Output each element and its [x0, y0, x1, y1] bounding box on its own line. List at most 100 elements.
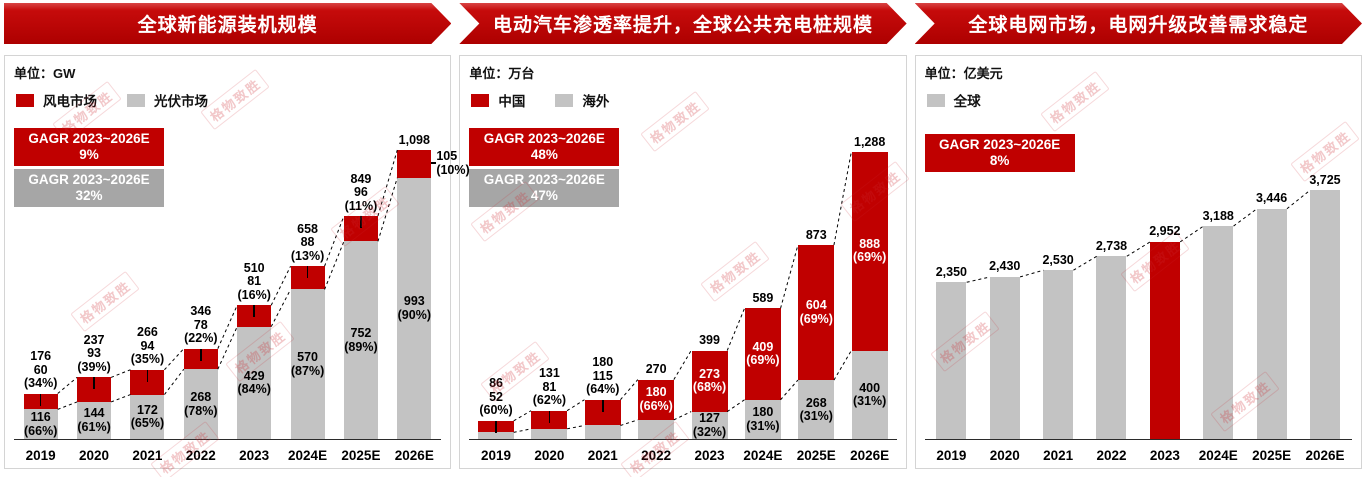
- x-axis-label: 2025E: [341, 448, 381, 463]
- bar-segment-光伏市场: [237, 326, 272, 440]
- bar-gray-value-label: 570 (87%): [290, 350, 325, 378]
- unit-label: 单位：亿美元: [924, 66, 1003, 81]
- legend-item-pv: 光伏市场: [127, 90, 208, 110]
- bar-2024E: [1203, 226, 1234, 440]
- x-axis-line: [469, 438, 897, 440]
- x-axis-label: 2021: [587, 448, 618, 463]
- bar-total-label: 346 78 (22%): [184, 304, 218, 346]
- banner-charging: 电动汽车渗透率提升，全球公共充电桩规模: [459, 3, 906, 44]
- bar-total-label: 589: [752, 290, 774, 305]
- x-axis-label: 2021: [1043, 448, 1074, 463]
- bar-segment-光伏市场: [130, 394, 165, 440]
- bar-segment-中国: [638, 379, 675, 420]
- bar-total-label: 3,188: [1202, 208, 1234, 223]
- label-leader-tick: [93, 377, 95, 390]
- legend-swatch-gray: [926, 93, 945, 107]
- bar-gray-value-label: 127 (32%): [692, 411, 727, 439]
- bar-2025E: [1256, 208, 1287, 440]
- x-axis-line: [14, 438, 442, 440]
- bar-red-value-label: 180 (66%): [639, 385, 673, 413]
- legend-item-china: 中国: [471, 90, 525, 110]
- bar-segment-光伏市场: [343, 241, 378, 440]
- legend-item-overseas: 海外: [555, 90, 609, 110]
- legend-item-wind: 风电市场: [16, 90, 97, 110]
- legend: 中国 海外: [471, 90, 896, 110]
- bar-total-label: 1,098: [398, 132, 430, 147]
- cagr-line1: GAGR 2023~2026E: [28, 172, 150, 187]
- bar-total-label: 399: [699, 333, 720, 348]
- bar-gray-value-label: 752 (89%): [344, 326, 378, 354]
- label-leader-tick: [306, 266, 309, 279]
- bar-red-value-label: 273 (68%): [692, 366, 727, 395]
- panel-new-energy: 全球新能源装机规模 单位：GW 风电市场 光伏市场 GAGR 2023~2026…: [4, 3, 470, 469]
- panel-charging: 电动汽车渗透率提升，全球公共充电桩规模 单位：万台 中国 海外 GAGR 202…: [459, 3, 907, 469]
- cagr-box-overseas: GAGR 2023~2026E 47%: [469, 169, 620, 207]
- cagr-box-wind: GAGR 2023~2026E 9%: [14, 128, 164, 166]
- bar-segment-光伏市场: [290, 289, 325, 440]
- bar-gray-value-label: 429 (84%): [237, 368, 271, 397]
- x-axis-label: 2019: [25, 448, 56, 463]
- bar-gray-value-label: 268 (31%): [799, 395, 833, 424]
- bar-gray-value-label: 268 (78%): [184, 390, 218, 418]
- legend-swatch-red: [16, 93, 34, 107]
- bar-segment-光伏市场: [397, 177, 432, 440]
- label-leader-tick: [146, 369, 149, 382]
- bar-total-label: 2,738: [1095, 238, 1128, 253]
- x-axis-label: 2025E: [1252, 448, 1292, 463]
- bar-total-label: 180 115 (64%): [586, 355, 620, 397]
- unit-label: 单位：GW: [14, 66, 76, 81]
- x-axis-label: 2022: [1096, 448, 1127, 463]
- bar-segment-中国: [798, 245, 835, 381]
- bar-total-label: 2,430: [989, 259, 1021, 274]
- legend-label: 海外: [582, 94, 610, 109]
- side-label-leader-tick: [431, 162, 437, 164]
- bar-total-label: 237 93 (39%): [77, 332, 111, 374]
- legend-swatch-red: [471, 93, 490, 107]
- bar-segment-海外: [691, 411, 728, 440]
- label-leader-tick: [360, 216, 362, 229]
- bar-segment-海外: [851, 350, 888, 440]
- banner-grid: 全球电网市场，电网升级改善需求稳定: [915, 3, 1362, 44]
- unit-label: 单位：万台: [469, 66, 535, 81]
- bar-segment-海外: [798, 380, 835, 440]
- x-axis-label: 2020: [989, 448, 1020, 463]
- bar-2023: [1149, 241, 1180, 440]
- dashed-trend-lines: [513, 151, 853, 433]
- bar-segment-光伏市场: [77, 401, 112, 440]
- bar-total-label: 849 96 (11%): [344, 171, 378, 213]
- bar-segment-光伏市场: [183, 369, 218, 440]
- bar-gray-value-label: 116 (66%): [24, 410, 58, 438]
- x-axis-label: 2020: [534, 448, 565, 463]
- bar-segment-海外: [478, 432, 515, 440]
- x-axis-label: 2022: [641, 448, 672, 463]
- bar-total-label: 3,725: [1309, 172, 1341, 187]
- legend-item-global: 全球: [926, 90, 981, 110]
- bar-side-value-label: 105 (10%): [436, 149, 470, 177]
- label-leader-tick: [39, 393, 42, 406]
- x-axis-label: 2023: [694, 448, 725, 463]
- bar-total-label: 86 52 (60%): [479, 376, 513, 418]
- x-axis-label: 2024E: [743, 448, 783, 463]
- x-axis-label: 2026E: [850, 448, 890, 463]
- bar-total-label: 1,288: [854, 134, 886, 149]
- bar-segment-海外: [638, 419, 675, 440]
- bar-2019: [936, 282, 967, 440]
- bar-red-value-label: 888 (69%): [852, 236, 887, 265]
- x-axis-label: 2026E: [394, 448, 434, 463]
- bar-gray-value-label: 172 (65%): [130, 402, 165, 431]
- bar-total-label: 3,446: [1255, 191, 1288, 206]
- bar-gray-value-label: 993 (90%): [397, 294, 431, 322]
- x-axis-label: 2023: [239, 448, 270, 463]
- bar-2020: [989, 276, 1020, 440]
- legend: 风电市场 光伏市场: [16, 90, 441, 110]
- cagr-line2: 9%: [79, 147, 99, 162]
- bar-segment-光伏市场: [23, 409, 58, 440]
- bar-gray-value-label: 400 (31%): [852, 380, 887, 409]
- chart-card-charging: 单位：万台 中国 海外 GAGR 2023~2026E 48%: [459, 55, 907, 469]
- bar-segment-海外: [584, 425, 621, 440]
- chart-plot-new-energy: 176 60 (34%) 116 (66%) 2019 237 93 (39%) 144 (61%)…: [14, 114, 470, 466]
- bar-total-label: 131 81 (62%): [532, 366, 567, 408]
- bar-red-value-label: 409 (69%): [746, 339, 780, 368]
- x-axis-label: 2025E: [796, 448, 836, 463]
- bar-segment-中国: [744, 308, 781, 400]
